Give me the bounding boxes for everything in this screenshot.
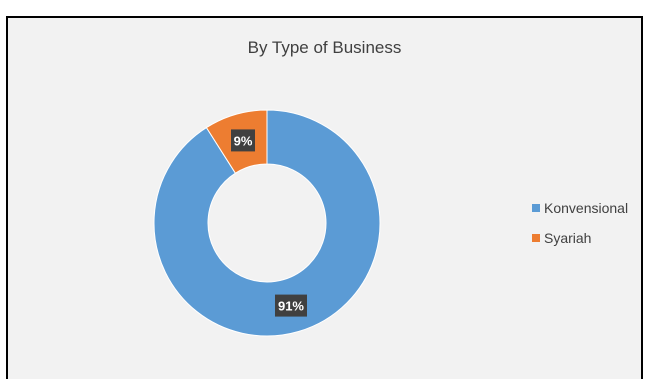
data-label-box	[274, 294, 307, 317]
data-label-syariah: 9%	[231, 129, 256, 152]
chart-area: By Type of Business 91% 9% Konvensional S…	[6, 16, 643, 379]
chart-title: By Type of Business	[247, 38, 402, 57]
legend-swatch-konvensional	[532, 204, 540, 212]
legend-item-syariah: Syariah	[532, 228, 628, 248]
slice-konvensional	[153, 109, 381, 337]
legend-label-konvensional: Konvensional	[544, 200, 629, 216]
legend-item-konvensional: Konvensional	[532, 198, 628, 218]
doughnut-chart: 91% 9%	[153, 109, 381, 337]
data-label-text: 91%	[278, 299, 304, 314]
data-label-text: 9%	[234, 133, 253, 148]
legend-label-syariah: Syariah	[544, 230, 592, 246]
data-label-box	[231, 129, 256, 152]
legend-swatch-syariah	[532, 234, 540, 242]
data-label-konvensional: 91%	[274, 294, 307, 317]
legend: Konvensional Syariah	[532, 198, 628, 258]
